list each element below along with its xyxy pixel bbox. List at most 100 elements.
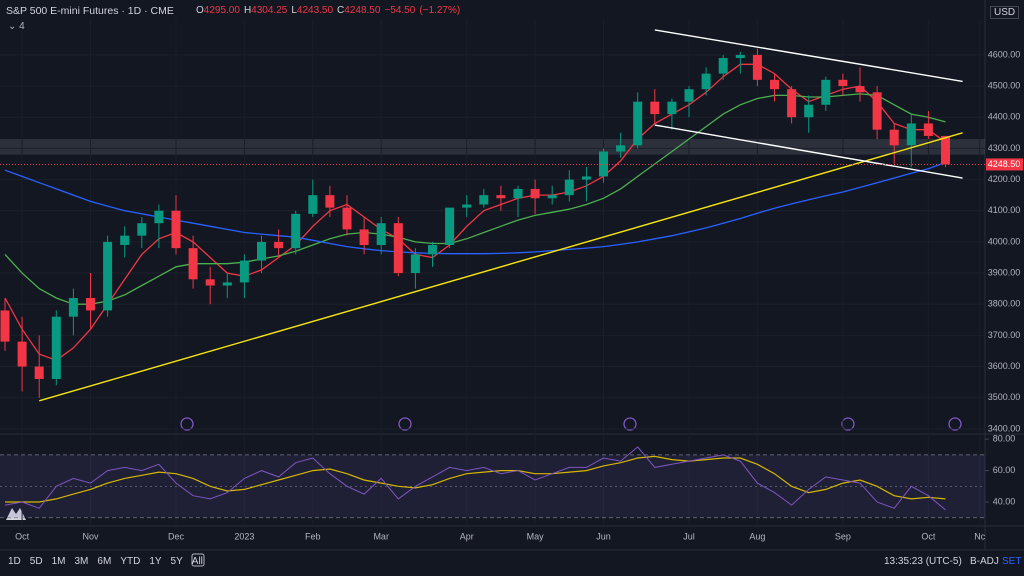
x-tick-label: Feb <box>305 531 321 541</box>
candle-body <box>804 104 814 118</box>
legend-key: H <box>243 5 252 16</box>
candle-body <box>564 179 574 196</box>
candle-body <box>51 316 61 380</box>
range-button[interactable]: 1M <box>51 556 66 567</box>
currency[interactable]: USD <box>990 6 1020 19</box>
trendline <box>39 132 963 402</box>
x-tick-label: Mar <box>373 531 389 541</box>
candle-body <box>838 79 848 87</box>
candle-body <box>718 58 728 74</box>
date-range-icon[interactable] <box>191 553 205 567</box>
range-button[interactable]: 3M <box>74 556 89 567</box>
legend-key: O <box>196 5 204 16</box>
x-tick-label: Sep <box>835 531 851 541</box>
candle-body <box>68 297 78 317</box>
legend-change-pct: (−1.27%) <box>419 5 461 16</box>
candle-body <box>205 279 215 286</box>
y-tick-label: 4000.00 <box>988 236 1021 246</box>
x-tick-label: Oct <box>15 531 30 541</box>
candle-body <box>821 79 831 105</box>
trendline <box>654 29 963 83</box>
candle-body <box>667 101 677 115</box>
range-bar: 1D 5D 1M 3M 6M YTD 1Y 5Y All <box>8 556 212 567</box>
x-tick-label: Nov <box>82 531 99 541</box>
candle-body <box>923 123 933 136</box>
y-tick-label: 3700.00 <box>988 330 1021 340</box>
settlement[interactable]: SET <box>1002 556 1022 567</box>
candle-body <box>188 248 198 280</box>
rsi-tick-label: 60.00 <box>993 465 1016 475</box>
x-tick-label: Jul <box>683 531 695 541</box>
candle-body <box>633 101 643 146</box>
candle-body <box>86 297 95 311</box>
y-tick-label: 4500.00 <box>988 80 1021 90</box>
candle-body <box>941 135 950 165</box>
rsi-ma <box>5 455 946 503</box>
candle-body <box>137 223 147 236</box>
candle-body <box>291 213 301 249</box>
candle-body <box>684 89 694 102</box>
x-tick-label: 2023 <box>234 531 254 541</box>
candle-body <box>393 223 403 274</box>
candle-body <box>154 210 164 224</box>
candle-body <box>171 210 181 249</box>
candle-body <box>410 254 420 274</box>
candle-body <box>0 310 10 342</box>
candle-body <box>906 123 916 146</box>
x-tick-label: Oct <box>921 531 936 541</box>
candle-body <box>701 73 711 90</box>
y-tick-label: 3600.00 <box>988 361 1021 371</box>
legend-value: 4248.50 <box>344 5 381 16</box>
candle-body <box>496 195 506 199</box>
y-tick-label: 4400.00 <box>988 112 1021 122</box>
candle-body <box>650 101 660 115</box>
range-button[interactable]: 5D <box>29 556 43 567</box>
candle-body <box>530 188 540 199</box>
candle-body <box>342 207 352 230</box>
candle-body <box>462 204 472 208</box>
legend-value: 4243.50 <box>296 5 334 16</box>
event-icons <box>180 417 962 431</box>
range-button[interactable]: 1D <box>8 556 21 567</box>
candle-body <box>239 260 249 283</box>
y-tick-label: 3500.00 <box>988 392 1021 402</box>
candle-body <box>222 282 232 286</box>
range-button[interactable]: All <box>191 556 203 567</box>
candle-body <box>120 235 130 246</box>
candle-body <box>889 129 899 146</box>
y-tick-label: 3800.00 <box>988 299 1021 309</box>
candle-body <box>735 54 745 59</box>
y-tick-label: 4600.00 <box>988 49 1021 59</box>
candle-body <box>770 79 779 90</box>
range-button[interactable]: 1Y <box>149 556 162 567</box>
range-button[interactable]: 6M <box>97 556 112 567</box>
y-tick-label: 3400.00 <box>988 423 1021 433</box>
candle-body <box>34 366 44 380</box>
candle-body <box>513 188 523 199</box>
rsi-band <box>0 454 985 518</box>
ohlc-legend: O4295.00 H4304.25 L4243.50 C4248.50 −54.50 (−… <box>196 5 464 16</box>
candle-body <box>752 54 762 80</box>
symbol-title: S&P 500 E-mini Futures · 1D · CME <box>6 5 174 17</box>
candle-body <box>274 241 284 249</box>
adjust[interactable]: B-ADJ <box>970 556 999 567</box>
price-zone <box>0 139 985 155</box>
range-button[interactable]: YTD <box>120 556 141 567</box>
y-tick-label: 3900.00 <box>988 267 1021 277</box>
candle-body <box>616 145 626 152</box>
indicator-toggle[interactable]: ⌄ 4 <box>8 21 25 32</box>
candle-body <box>257 241 266 261</box>
rsi-tick-label: 40.00 <box>993 496 1016 506</box>
candle-body <box>17 341 27 367</box>
candle-body <box>787 89 797 118</box>
y-tick-label: 4300.00 <box>988 143 1021 153</box>
candle-body <box>479 195 489 205</box>
candle-body <box>581 176 591 180</box>
range-button[interactable]: 5Y <box>170 556 183 567</box>
x-tick-label: Jun <box>596 531 611 541</box>
x-tick-label: Aug <box>749 531 765 541</box>
legend-key: C <box>337 5 345 16</box>
